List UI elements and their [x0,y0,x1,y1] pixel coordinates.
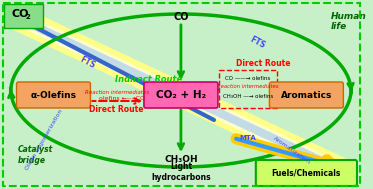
Text: FTS: FTS [248,35,266,50]
Text: α-Olefins: α-Olefins [31,91,76,99]
FancyBboxPatch shape [4,4,43,28]
Text: CO: CO [12,9,29,19]
Text: Reaction intermediates: Reaction intermediates [217,84,279,88]
Text: Indirect Route: Indirect Route [115,75,182,84]
Text: olefins ←--- CO: olefins ←--- CO [98,97,145,101]
Text: CH₃OH: CH₃OH [164,156,198,164]
Text: Olefin oligomerization: Olefin oligomerization [24,109,63,171]
Text: Aromatics: Aromatics [281,91,332,99]
Text: Fuels/Chemicals: Fuels/Chemicals [272,169,341,177]
Text: MTA: MTA [240,135,256,141]
Text: Reaction intermediates: Reaction intermediates [85,91,149,95]
Text: CO ——→ olefins: CO ——→ olefins [225,75,271,81]
FancyBboxPatch shape [144,82,218,108]
Text: FTS: FTS [78,55,96,70]
Text: Human
life: Human life [331,12,367,31]
Text: Direct Route: Direct Route [90,105,144,114]
Text: Direct Route: Direct Route [236,59,291,67]
Text: CO: CO [173,12,189,22]
FancyBboxPatch shape [269,82,344,108]
Text: 2: 2 [25,14,30,20]
Text: CO₂ + H₂: CO₂ + H₂ [156,90,206,100]
Text: Aromatization: Aromatization [272,135,311,165]
FancyBboxPatch shape [16,82,91,108]
Text: Light
hydrocarbons: Light hydrocarbons [151,162,211,182]
Text: Catalyst
bridge: Catalyst bridge [18,145,53,165]
Text: CH₃OH —→ olefins: CH₃OH —→ olefins [223,94,273,99]
FancyBboxPatch shape [256,160,357,186]
